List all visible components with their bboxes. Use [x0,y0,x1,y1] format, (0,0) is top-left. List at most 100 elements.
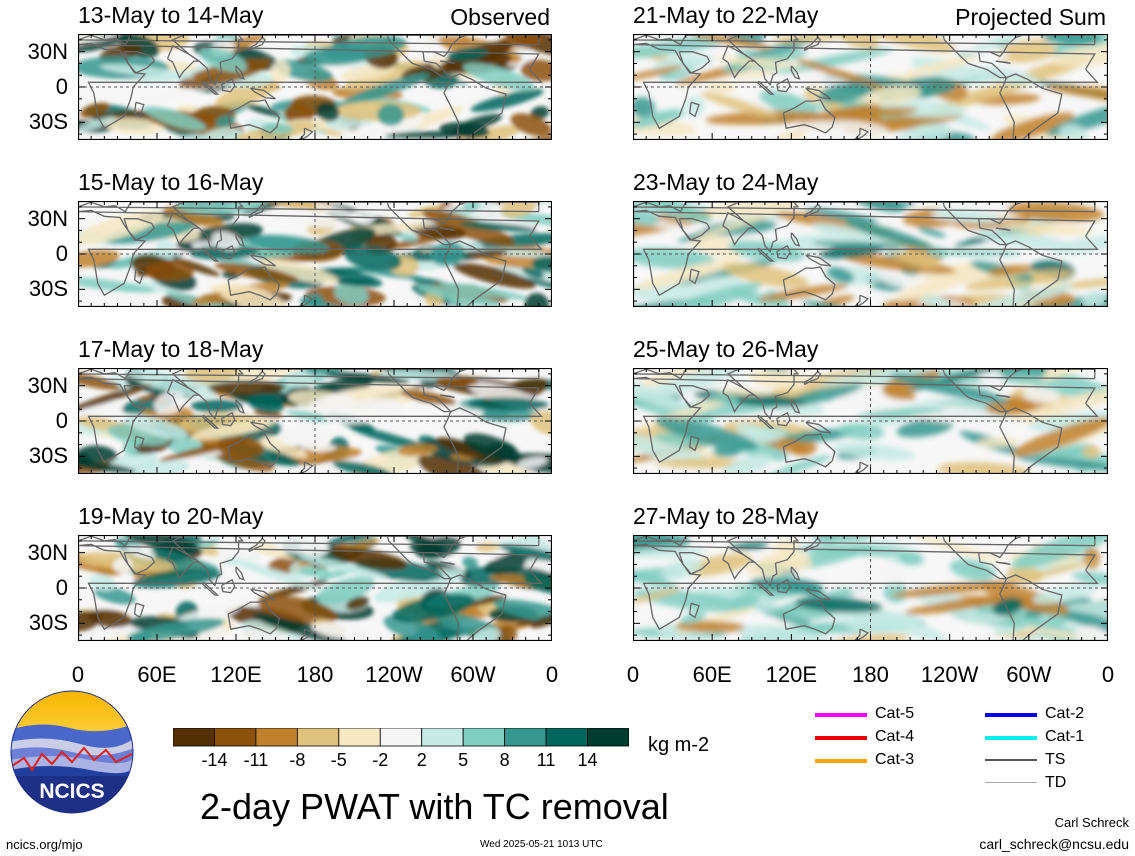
coastline [678,51,711,74]
coastline [633,543,1099,631]
coastline [722,211,757,246]
coastline [250,87,276,100]
colorbar-swatch [462,727,506,747]
colorbar-tick-label: 2 [416,750,427,770]
coastline [726,535,800,587]
coastline [220,411,236,427]
coastline [202,581,220,596]
coastline [386,535,467,580]
coastline [782,99,836,134]
coastline [995,60,1011,65]
tc-legend-line [985,736,1037,740]
pwat-map [633,201,1108,307]
coastline [678,552,711,575]
coastline [235,399,245,414]
colorbar-units: kg m-2 [648,734,710,756]
coastline [123,51,156,74]
latitude-label: 0 [55,241,68,266]
coastline [776,578,791,594]
tc-legend-label: TS [1045,751,1066,768]
footer-url[interactable]: ncics.org/mjo [6,837,83,852]
colorbar-swatch [379,727,423,747]
longitude-label: 120W [920,662,979,687]
tc-legend-line [985,713,1037,717]
coastline [386,34,467,79]
coastline [782,266,836,301]
tc-legend-line [815,736,867,740]
coastline [78,376,543,464]
latitude-label: 30N [27,539,68,565]
tc-legend-label: Cat-3 [875,751,915,768]
tc-legend-line [815,713,867,717]
coastline [123,552,156,575]
colorbar-tick-label: -8 [289,750,306,770]
coastline [790,566,801,581]
longitude-label: 0 [626,662,640,687]
coastline [250,254,276,267]
colorbar-swatch [545,727,588,747]
coastline [942,201,1023,246]
coastline [248,36,266,52]
colorbar-swatch [214,727,257,747]
panel-tag: Observed [450,4,550,30]
panel-title: 13-May to 14-May [78,2,264,28]
coastline [782,433,836,468]
longitude-label: 60E [137,662,177,687]
coastline [250,421,276,434]
coastline [782,600,836,635]
logo-text: NCICS [39,780,104,803]
coastline [133,602,145,619]
coastline [227,99,281,134]
latitude-label: 30N [27,372,68,398]
coastline [776,411,791,427]
coastline [805,87,832,100]
coastline [633,42,1099,130]
pwat-map [633,535,1108,641]
coastline [689,101,700,118]
coastline [633,376,1099,464]
tc-legend-label: Cat-1 [1045,728,1085,745]
colorbar-swatch [338,727,381,747]
colorbar-tick-label: 8 [499,750,510,770]
coastline [776,77,791,93]
coastline [202,80,220,95]
coastline [202,247,220,262]
coastline [942,535,1023,580]
coastline [776,244,791,260]
coastline [78,34,540,46]
coastline [78,42,543,130]
coastline [803,370,822,386]
coastline [171,368,245,420]
tc-legend-label: TD [1045,774,1067,791]
footer-email[interactable]: carl_schreck@ncsu.edu [979,836,1129,852]
longitude-label: 180 [296,662,334,687]
coastline [248,537,266,553]
coastline [942,34,1023,79]
coastline [248,203,266,219]
coastline [443,407,507,474]
tc-legend-label: Cat-4 [875,728,915,745]
coastline [995,227,1011,232]
footer-timestamp: Wed 2025-05-21 1013 UTC [480,839,603,850]
longitude-label: 0 [71,662,85,687]
colorbar-tick-label: -2 [372,750,389,770]
coastline [805,254,832,267]
colorbar-tick-label: -14 [201,750,228,770]
coastline [235,566,245,581]
footer-author: Carl Schreck [1054,815,1129,830]
latitude-label: 30S [28,443,68,469]
latitude-label: 30N [27,205,68,231]
colorbar-tick-label: 11 [536,750,556,770]
pwat-map [78,201,552,307]
coastline [678,218,711,241]
coastline [133,268,145,285]
panel-tag: Projected Sum [955,4,1106,30]
coastline [633,201,1096,213]
coastline [995,394,1011,399]
coastline [999,574,1063,641]
colorbar-tick-label: -11 [243,750,269,770]
coastline [633,209,1099,297]
latitude-label: 30S [28,610,68,636]
tc-legend-label: Cat-2 [1045,705,1085,722]
coastline [995,561,1011,566]
